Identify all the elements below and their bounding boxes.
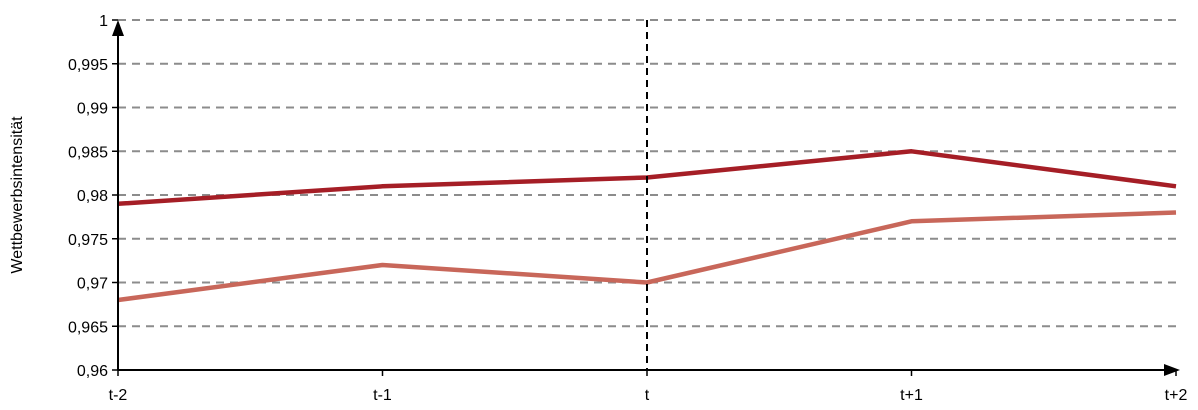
y-tick-label: 1 <box>99 13 108 30</box>
x-tick-label: t <box>645 387 650 404</box>
x-axis-arrow <box>1164 364 1180 376</box>
y-tick-label: 0,97 <box>77 276 108 293</box>
y-tick-label: 0,985 <box>68 144 108 161</box>
x-tick-label: t-2 <box>109 387 128 404</box>
y-tick-label: 0,975 <box>68 232 108 249</box>
y-tick-label: 0,965 <box>68 319 108 336</box>
y-axis-title: Wettbewerbsintensität <box>9 116 26 274</box>
x-tick-label: t+2 <box>1165 387 1188 404</box>
x-tick-label: t+1 <box>900 387 923 404</box>
y-axis-arrow <box>112 20 124 36</box>
y-tick-label: 0,99 <box>77 101 108 118</box>
grid-lines <box>112 19 1178 371</box>
x-tick-labels: t-2 t-1 t t+1 t+2 <box>109 370 1188 404</box>
y-tick-label: 0,96 <box>77 363 108 380</box>
x-tick-label: t-1 <box>373 387 392 404</box>
axes <box>112 20 1180 376</box>
y-tick-label: 0,98 <box>77 188 108 205</box>
y-tick-labels: 0,96 0,965 0,97 0,975 0,98 0,985 0,99 0,995 1 <box>68 13 108 380</box>
y-tick-label: 0,995 <box>68 57 108 74</box>
